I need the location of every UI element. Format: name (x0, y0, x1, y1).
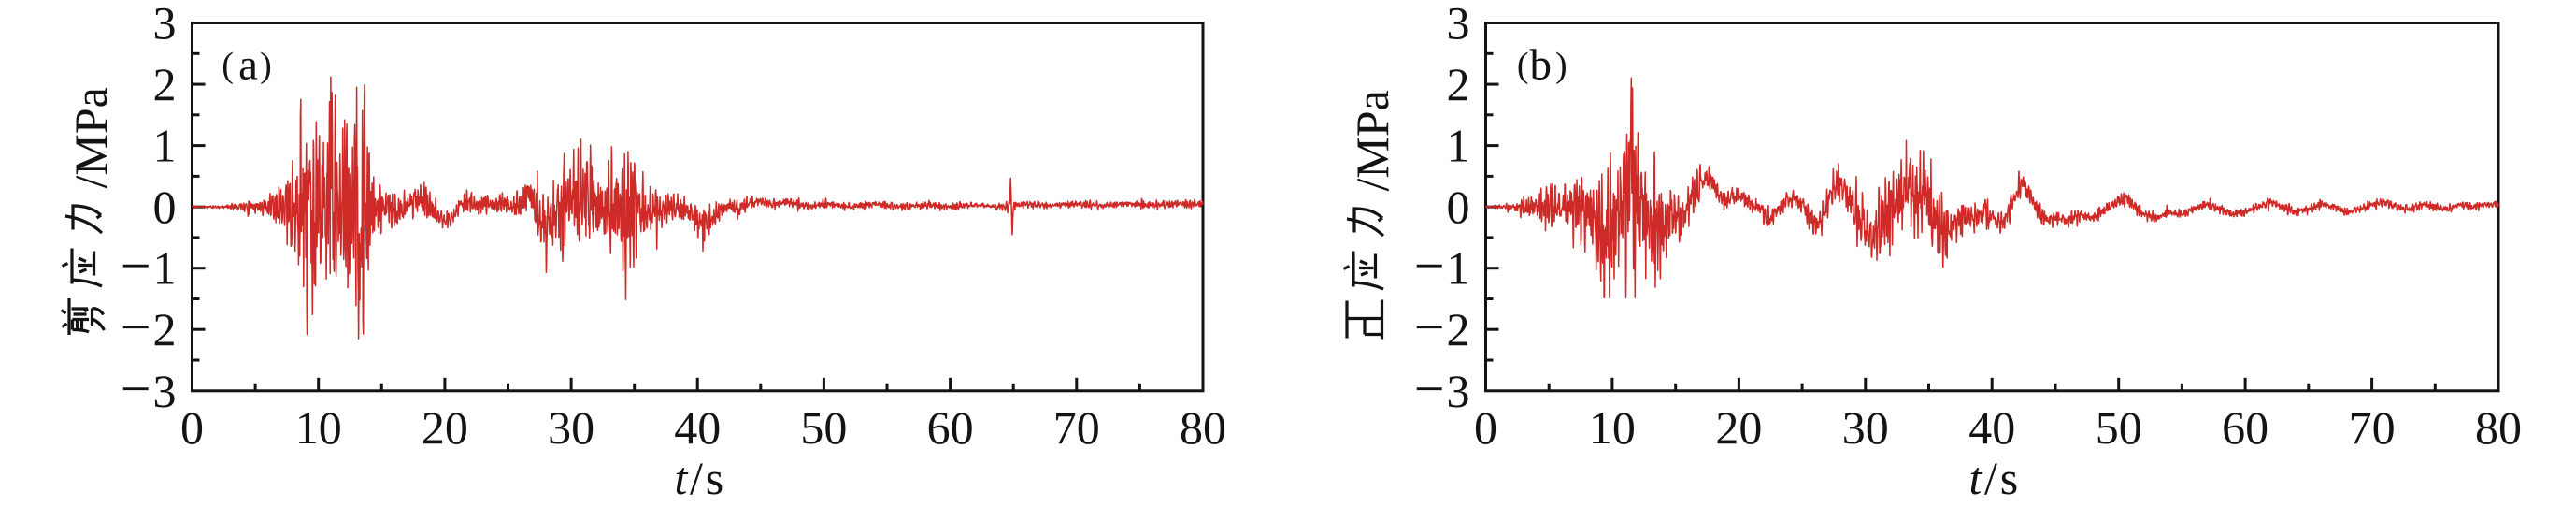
svg-text:−3: −3 (1414, 358, 1470, 419)
svg-text:20: 20 (422, 401, 468, 454)
svg-text:3: 3 (153, 0, 177, 50)
svg-text:(: ( (1517, 46, 1529, 85)
svg-text:40: 40 (1968, 401, 2015, 454)
svg-text:50: 50 (800, 401, 847, 454)
svg-text:60: 60 (927, 401, 974, 454)
svg-text:): ) (260, 46, 272, 85)
svg-text:70: 70 (2349, 401, 2396, 454)
svg-text:30: 30 (1842, 401, 1889, 454)
svg-text:40: 40 (674, 401, 721, 454)
svg-text:a: a (238, 41, 258, 90)
svg-text:t: t (1969, 452, 1983, 504)
svg-text:−3: −3 (121, 358, 177, 419)
svg-text:60: 60 (2222, 401, 2268, 454)
svg-text:1: 1 (1447, 120, 1470, 172)
svg-text:0: 0 (153, 181, 177, 233)
svg-text:t: t (675, 452, 689, 504)
svg-text:70: 70 (1053, 401, 1100, 454)
svg-text:/MPa: /MPa (1346, 90, 1398, 191)
svg-text:10: 10 (295, 401, 342, 454)
svg-text:1: 1 (153, 120, 177, 172)
svg-text:−1: −1 (1414, 236, 1470, 297)
svg-text:0: 0 (180, 401, 204, 454)
svg-text:−1: −1 (121, 236, 177, 297)
svg-text:/: / (1984, 452, 1997, 504)
svg-text:s: s (2000, 452, 2018, 504)
svg-text:80: 80 (2475, 401, 2522, 454)
svg-text:0: 0 (1447, 181, 1470, 233)
svg-text:(: ( (222, 46, 234, 85)
svg-text:−2: −2 (1414, 297, 1470, 357)
svg-text:20: 20 (1715, 401, 1762, 454)
svg-text:10: 10 (1589, 401, 1636, 454)
svg-text:0: 0 (1474, 401, 1497, 454)
svg-text:3: 3 (1447, 0, 1470, 50)
svg-text:s: s (706, 452, 723, 504)
svg-text:/MPa: /MPa (64, 87, 117, 188)
svg-text:b: b (1529, 41, 1552, 90)
svg-text:2: 2 (153, 58, 177, 110)
svg-text:2: 2 (1447, 58, 1470, 110)
svg-text:/: / (690, 452, 703, 504)
svg-text:50: 50 (2096, 401, 2142, 454)
svg-text:30: 30 (548, 401, 594, 454)
svg-text:−2: −2 (121, 297, 177, 357)
svg-text:): ) (1555, 46, 1567, 85)
svg-text:80: 80 (1180, 401, 1226, 454)
